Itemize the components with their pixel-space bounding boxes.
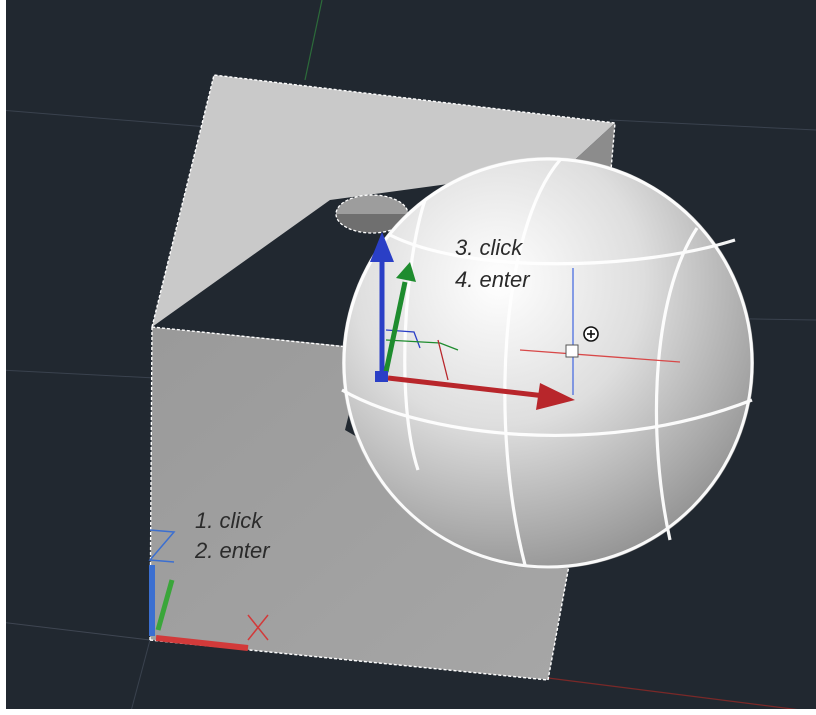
box-solid[interactable]: [149, 74, 616, 681]
world-x-axis-line-right: [547, 677, 816, 713]
gizmo-base-grip[interactable]: [375, 371, 388, 382]
world-y-axis-line: [304, 0, 323, 81]
sphere-solid[interactable]: [341, 157, 754, 569]
ucs-icon[interactable]: [148, 529, 269, 651]
annotation-step2: 2. enter: [195, 538, 270, 563]
frame-bottom-edge: [0, 709, 816, 715]
box-front-face: [150, 327, 570, 680]
move-gizmo[interactable]: [370, 232, 575, 410]
box-hole: [335, 194, 409, 234]
crosshair-pickbox-icon: [519, 268, 681, 395]
gizmo-x-arrow[interactable]: [387, 375, 575, 410]
gizmo-y-arrow[interactable]: [383, 262, 416, 373]
world-x-axis-line: [0, 621, 151, 641]
pan-cursor-icon: [583, 326, 599, 342]
ucs-x-label: [247, 614, 269, 641]
annotation-step4: 4. enter: [455, 267, 530, 292]
annotation-step1: 1. click: [195, 508, 263, 533]
sphere-body: [342, 157, 754, 569]
ucs-z-label: [148, 529, 176, 563]
ucs-x-axis: [155, 635, 249, 651]
annotation-step3: 3. click: [455, 235, 523, 260]
ucs-y-axis: [155, 579, 175, 631]
gizmo-z-arrow[interactable]: [370, 232, 394, 378]
frame-left-edge: [0, 0, 6, 715]
box-top-face: [152, 75, 615, 327]
